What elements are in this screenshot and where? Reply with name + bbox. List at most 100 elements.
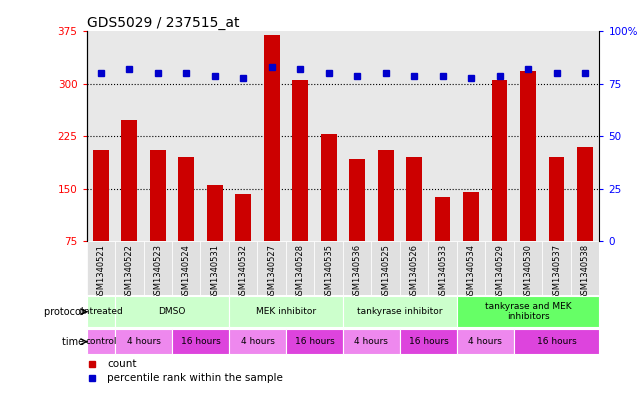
Bar (485, 31, 514, 241)
Bar (406, 157, 422, 241)
Bar (400, 31, 428, 241)
Bar (115, 241, 144, 295)
Text: count: count (107, 358, 137, 369)
Bar (428, 241, 457, 295)
Text: GSM1340524: GSM1340524 (182, 244, 191, 300)
Text: GSM1340523: GSM1340523 (153, 244, 162, 300)
Bar (115, 31, 144, 241)
Text: GSM1340522: GSM1340522 (125, 244, 134, 300)
Text: 4 hours: 4 hours (240, 337, 274, 346)
Bar (258, 31, 286, 241)
Bar (514, 329, 599, 354)
Bar (492, 81, 508, 241)
Text: 16 hours: 16 hours (537, 337, 576, 346)
Bar (172, 329, 229, 354)
Bar (343, 241, 371, 295)
Text: tankyrase inhibitor: tankyrase inhibitor (357, 307, 443, 316)
Text: 16 hours: 16 hours (181, 337, 221, 346)
Bar (571, 31, 599, 241)
Text: protocol: protocol (44, 307, 87, 317)
Text: GSM1340533: GSM1340533 (438, 244, 447, 300)
Bar (115, 296, 229, 327)
Bar (343, 31, 371, 241)
Text: untreated: untreated (78, 307, 123, 316)
Bar (87, 241, 115, 295)
Bar (286, 31, 315, 241)
Bar (229, 31, 258, 241)
Bar (371, 241, 400, 295)
Text: GSM1340525: GSM1340525 (381, 244, 390, 300)
Bar (286, 241, 315, 295)
Bar (542, 241, 571, 295)
Text: 4 hours: 4 hours (354, 337, 388, 346)
Bar (235, 194, 251, 241)
Bar (150, 151, 165, 241)
Bar (207, 185, 222, 241)
Text: 16 hours: 16 hours (408, 337, 448, 346)
Bar (457, 296, 599, 327)
Text: control: control (85, 337, 117, 346)
Bar (343, 296, 457, 327)
Bar (571, 241, 599, 295)
Bar (315, 31, 343, 241)
Bar (201, 31, 229, 241)
Text: DMSO: DMSO (158, 307, 186, 316)
Bar (315, 241, 343, 295)
Bar (578, 147, 593, 241)
Bar (542, 31, 571, 241)
Text: GSM1340538: GSM1340538 (581, 244, 590, 300)
Bar (400, 329, 457, 354)
Bar (201, 241, 229, 295)
Bar (172, 31, 201, 241)
Text: time: time (62, 337, 87, 347)
Bar (87, 296, 115, 327)
Bar (463, 192, 479, 241)
Text: 4 hours: 4 hours (469, 337, 503, 346)
Text: GSM1340537: GSM1340537 (552, 244, 561, 300)
Text: GSM1340532: GSM1340532 (238, 244, 247, 300)
Text: percentile rank within the sample: percentile rank within the sample (107, 373, 283, 383)
Text: tankyrase and MEK
inhibitors: tankyrase and MEK inhibitors (485, 302, 571, 321)
Text: 4 hours: 4 hours (126, 337, 160, 346)
Bar (457, 241, 485, 295)
Text: GSM1340527: GSM1340527 (267, 244, 276, 300)
Bar (258, 241, 286, 295)
Bar (400, 241, 428, 295)
Text: GSM1340536: GSM1340536 (353, 244, 362, 300)
Bar (514, 31, 542, 241)
Bar (115, 329, 172, 354)
Bar (457, 31, 485, 241)
Text: GSM1340530: GSM1340530 (524, 244, 533, 300)
Bar (286, 329, 343, 354)
Bar (457, 329, 514, 354)
Bar (87, 31, 115, 241)
Bar (144, 31, 172, 241)
Bar (87, 329, 115, 354)
Bar (378, 151, 394, 241)
Bar (264, 35, 279, 241)
Bar (93, 151, 108, 241)
Bar (229, 296, 343, 327)
Bar (121, 120, 137, 241)
Text: GSM1340526: GSM1340526 (410, 244, 419, 300)
Bar (485, 241, 514, 295)
Text: GSM1340531: GSM1340531 (210, 244, 219, 300)
Text: MEK inhibitor: MEK inhibitor (256, 307, 316, 316)
Bar (229, 329, 286, 354)
Bar (292, 81, 308, 241)
Bar (178, 157, 194, 241)
Text: GSM1340521: GSM1340521 (96, 244, 105, 300)
Bar (229, 241, 258, 295)
Bar (435, 197, 451, 241)
Bar (144, 241, 172, 295)
Text: GSM1340535: GSM1340535 (324, 244, 333, 300)
Bar (371, 31, 400, 241)
Bar (514, 241, 542, 295)
Text: 16 hours: 16 hours (295, 337, 335, 346)
Text: GSM1340534: GSM1340534 (467, 244, 476, 300)
Bar (349, 160, 365, 241)
Bar (172, 241, 201, 295)
Bar (549, 157, 565, 241)
Text: GDS5029 / 237515_at: GDS5029 / 237515_at (87, 17, 239, 30)
Bar (428, 31, 457, 241)
